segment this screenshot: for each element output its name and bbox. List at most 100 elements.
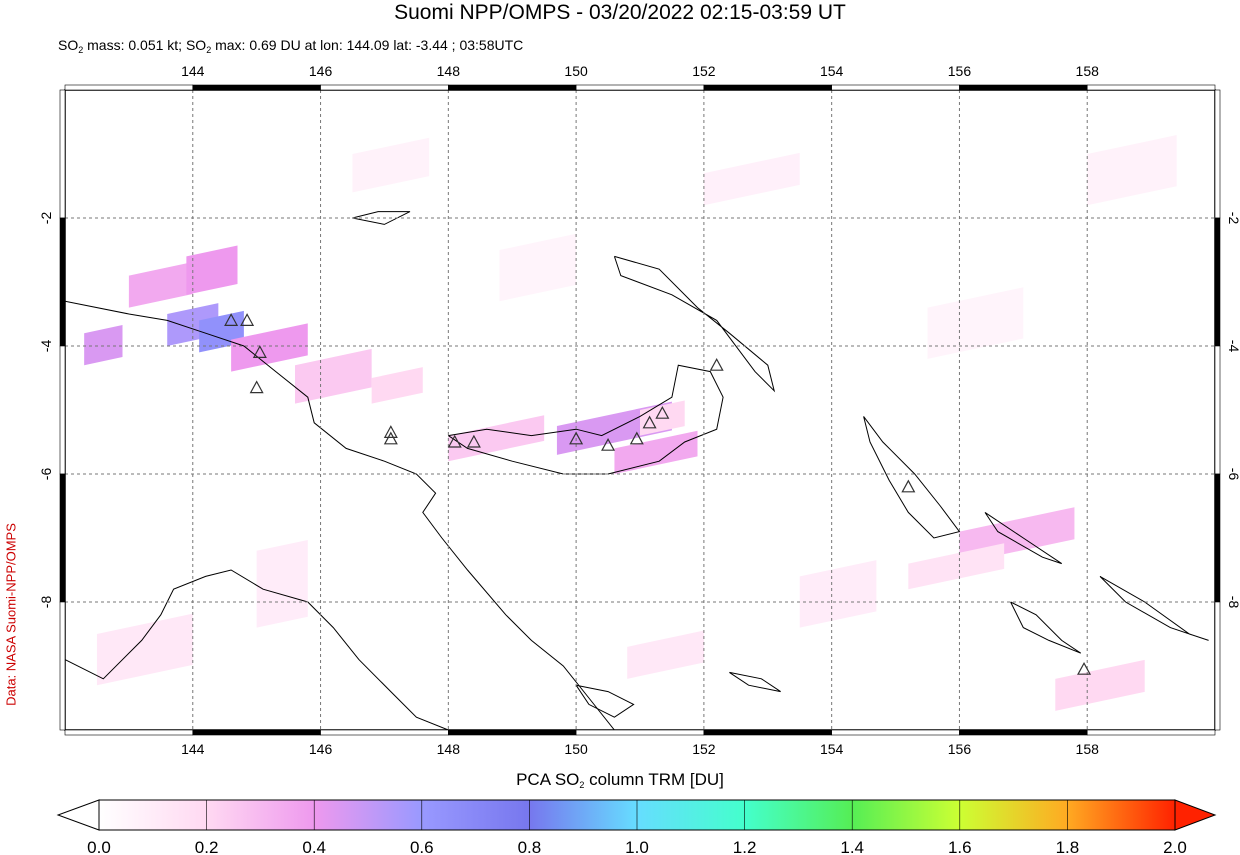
lon-tick-label: 156 (948, 63, 972, 79)
lon-tick-label: 158 (1076, 63, 1100, 79)
so2-cell (908, 543, 1005, 590)
colorbar-title: PCA SO2 column TRM [DU] (0, 769, 1240, 796)
frame-bar (959, 84, 1088, 91)
colorbar: 0.0 0.2 0.4 0.6 0.8 1.0 1.2 1.4 1.6 1.8 2.0 (56, 799, 1217, 855)
colorbar-title-suffix: column TRM [DU] (584, 770, 724, 789)
lat-tick-label: -4 (1226, 340, 1240, 353)
so2-cells (84, 135, 1177, 711)
lon-tick-label: 156 (948, 741, 972, 757)
lon-tick-label: 148 (437, 741, 461, 757)
lon-tick-label: 152 (692, 63, 716, 79)
frame-bar (448, 84, 577, 91)
map-frame (59, 84, 1221, 736)
so2-cell (256, 539, 308, 628)
lon-tick-label: 146 (309, 741, 333, 757)
map-title: Suomi NPP/OMPS - 03/20/2022 02:15-03:59 … (394, 1, 846, 24)
frame-bar (192, 84, 321, 91)
volcano-icon (447, 434, 462, 448)
so2-cell (703, 152, 800, 206)
volcano-icon (224, 313, 239, 326)
coastline (613, 255, 776, 393)
lon-tick-label: 148 (437, 63, 461, 79)
volcano-icon (655, 405, 670, 419)
lat-tick-label: -6 (38, 468, 54, 481)
lat-tick-label: -2 (38, 212, 54, 225)
volcano-icon (1077, 661, 1092, 675)
colorbar-tick-label: 0.2 (195, 838, 219, 855)
lon-tick-label: 150 (564, 63, 588, 79)
so2-cell (371, 367, 423, 404)
max-text: max: 0.69 DU at lon: 144.09 lat: -3.44 ;… (211, 37, 524, 53)
lon-tick-label: 144 (181, 741, 205, 757)
max-prefix: SO (185, 37, 207, 53)
frame-bar (703, 729, 832, 736)
so2-cell (295, 348, 372, 404)
so2-cell (1087, 135, 1177, 206)
colorbar-tick-label: 1.4 (840, 838, 864, 855)
so2-cell (448, 415, 545, 462)
lon-tick-label: 150 (564, 741, 588, 757)
coastline (65, 569, 449, 730)
frame-bar (59, 217, 66, 347)
colorbar-high-arrow (1174, 799, 1217, 831)
mass-text: mass: 0.051 kt; (83, 37, 186, 53)
volcano-icon (240, 313, 255, 326)
lon-tick-label: 158 (1076, 741, 1100, 757)
frame-bar (64, 84, 194, 91)
frame-bar (1214, 601, 1221, 731)
volcano-icon (466, 434, 481, 448)
coastline (448, 364, 724, 475)
colorbar-tick-label: 1.0 (625, 838, 649, 855)
colorbar-tick-label: 0.4 (302, 838, 326, 855)
volcano-icon (901, 479, 916, 493)
frame-bar (1214, 89, 1221, 219)
lat-tick-label: -8 (1226, 596, 1240, 609)
frame-bar (1214, 217, 1221, 347)
so2-info-line: SO2 mass: 0.051 kt; SO2 max: 0.69 DU at … (58, 36, 523, 59)
frame-bar (192, 729, 321, 736)
lon-tick-label: 154 (820, 741, 844, 757)
frame-bar (1086, 84, 1216, 91)
frame-bar (320, 84, 449, 91)
max-sub: 2 (206, 45, 212, 55)
frame-bar (1214, 345, 1221, 475)
so2-cell (614, 430, 698, 475)
frame-bar (575, 84, 705, 91)
frame-bar (831, 84, 960, 91)
coastlines (65, 211, 1209, 730)
frame-bar (448, 729, 577, 736)
frame-bar (320, 729, 449, 736)
colorbar-low-arrow (56, 799, 100, 831)
volcano-icon (252, 345, 267, 358)
grid-lines (65, 90, 1215, 730)
frame-bar (59, 345, 66, 475)
frame-bar (703, 84, 832, 91)
frame-bar (575, 729, 705, 736)
coastline (65, 300, 615, 730)
volcano-icon (249, 380, 264, 394)
frame-bar (59, 473, 66, 603)
so2-cell (627, 630, 704, 679)
frame-bar (831, 729, 960, 736)
so2-cell (352, 137, 430, 193)
colorbar-tick-label: 0.6 (410, 838, 434, 855)
coastline (984, 511, 1062, 565)
lon-tick-label: 152 (692, 741, 716, 757)
colorbar-tick-label: 1.8 (1056, 838, 1080, 855)
lat-tick-label: -8 (38, 596, 54, 609)
so2-cell (799, 560, 877, 628)
colorbar-tick-label: 1.2 (733, 838, 757, 855)
frame-bar (59, 601, 66, 731)
volcano-icon (383, 425, 398, 438)
colorbar-title-prefix: PCA SO (516, 770, 580, 789)
so2-cell (231, 323, 308, 372)
so2-cell (128, 262, 193, 308)
colorbar-tick-label: 0.8 (518, 838, 542, 855)
lat-tick-label: -4 (38, 340, 54, 353)
volcano-icon (569, 431, 584, 445)
so2-cell (84, 325, 123, 366)
coastline (1099, 575, 1209, 641)
colorbar-tick-label: 2.0 (1163, 838, 1187, 855)
volcanoes (224, 313, 1092, 675)
